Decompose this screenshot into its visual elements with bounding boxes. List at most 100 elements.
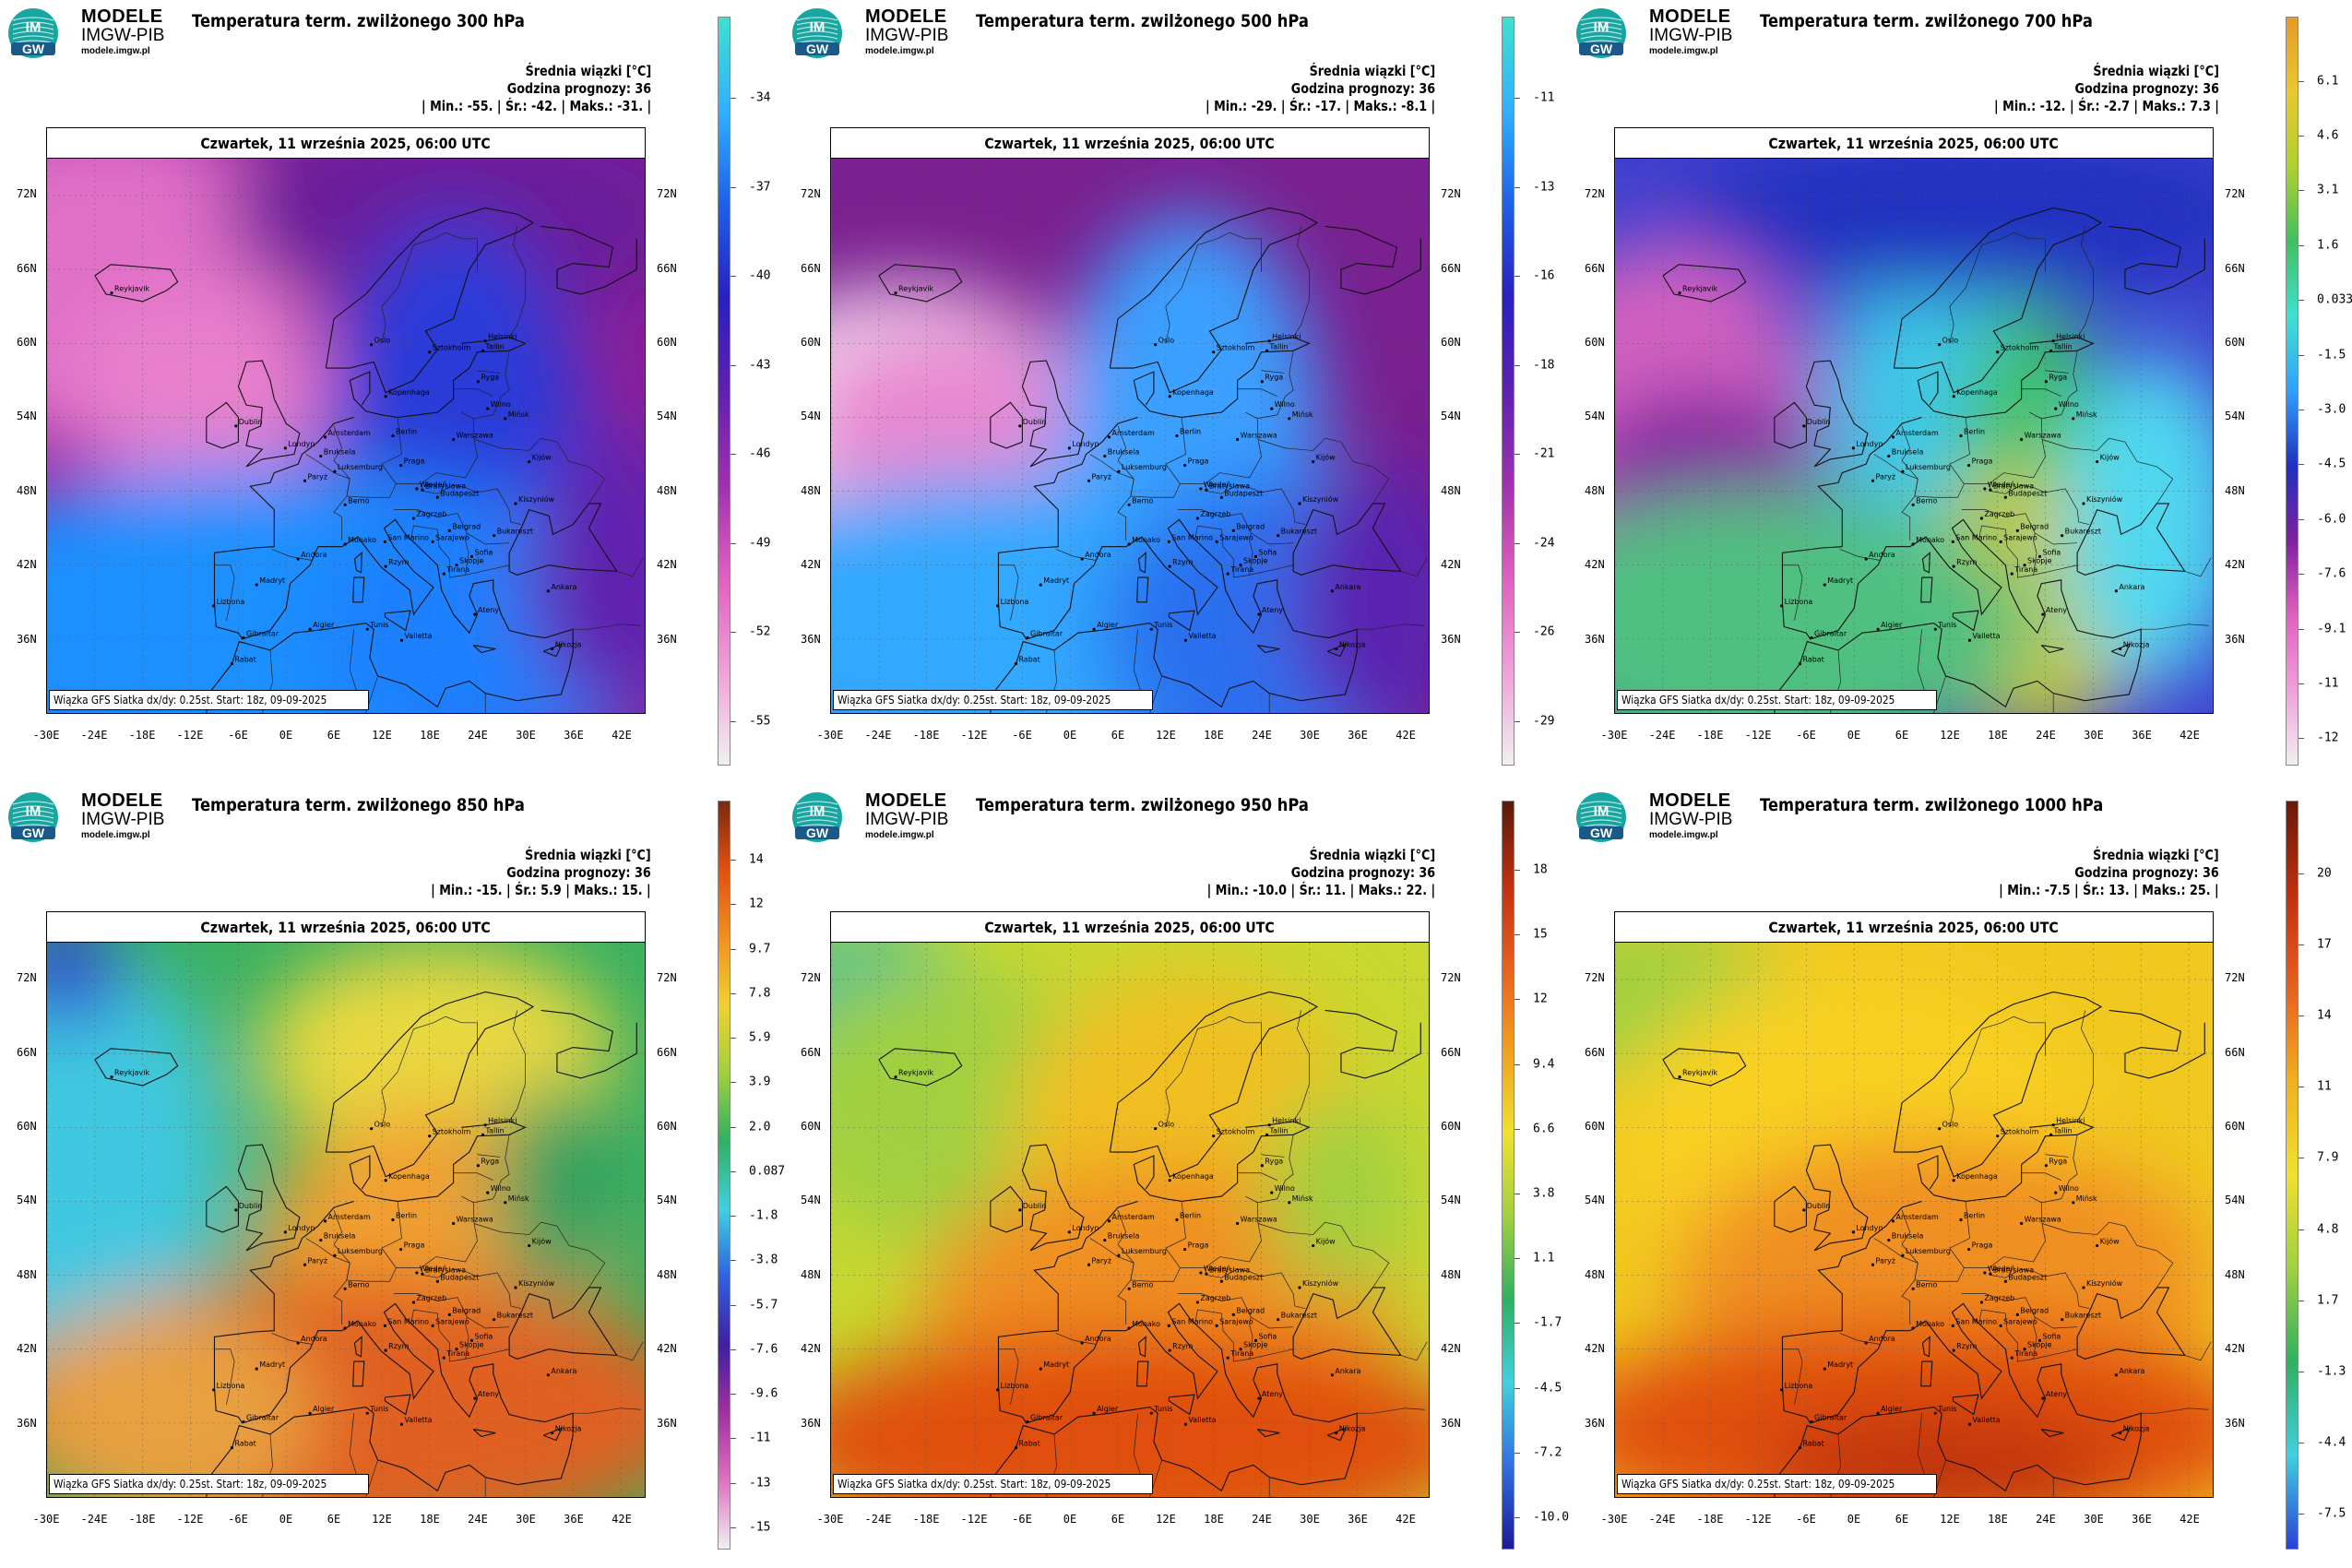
- city-label: Sofia: [474, 1332, 493, 1340]
- city-label: Reykjavik: [898, 285, 933, 293]
- lon-label: -18E: [1696, 729, 1724, 742]
- brand-block: MODELE IMGW-PIB modele.imgw.pl: [81, 7, 164, 56]
- city-label: Ankara: [1335, 583, 1360, 591]
- city-label: Praga: [404, 1241, 425, 1250]
- lat-label-left: 60N: [17, 336, 37, 349]
- city-label: Skopje: [1243, 557, 1268, 565]
- coastline: [1324, 225, 1421, 295]
- city-marker: [319, 1238, 323, 1242]
- city-marker: [303, 479, 307, 482]
- city-label: Mińsk: [1292, 1194, 1313, 1203]
- city-label: Zagrzeb: [416, 510, 446, 518]
- lon-label: 42E: [1396, 1513, 1416, 1526]
- city-label: Paryż: [1876, 472, 1896, 481]
- colorbar-tick: [731, 1170, 736, 1172]
- city-marker: [230, 1445, 234, 1450]
- coastline: [1662, 1048, 1747, 1087]
- lat-label-left: 36N: [17, 1416, 37, 1430]
- lon-label: 42E: [612, 729, 632, 742]
- city-label: Sofia: [2042, 1332, 2061, 1340]
- coastline: [1168, 610, 1195, 632]
- city-marker: [230, 661, 234, 666]
- country-border: [508, 1010, 526, 1122]
- city-label: Gibraltar: [1814, 1414, 1847, 1422]
- lat-label-right: 48N: [1441, 1267, 1461, 1281]
- city-label: Valletta: [404, 632, 432, 640]
- city-marker: [1267, 1123, 1271, 1127]
- colorbar-label: 20: [2317, 866, 2332, 881]
- country-border: [2045, 370, 2069, 374]
- city-marker: [1911, 542, 1915, 546]
- city-label: Algier: [1881, 621, 1903, 629]
- city-marker: [421, 1272, 424, 1276]
- lon-label: 36E: [564, 1513, 584, 1526]
- weather-map: Oslo Helsinki Sztokholm Tallin Kopenhaga Ryga…: [830, 158, 1430, 714]
- colorbar-tick: [731, 276, 736, 278]
- city-marker: [1979, 517, 1984, 520]
- city-marker: [370, 1127, 374, 1131]
- lon-label: 24E: [2036, 729, 2056, 742]
- coastline: [1137, 1336, 1146, 1358]
- colorbar-label: -24: [1533, 536, 1555, 551]
- colorbar-label: 9.4: [1533, 1057, 1555, 1072]
- country-border: [2041, 437, 2174, 505]
- city-marker: [2054, 1191, 2058, 1194]
- colorbar: [2286, 17, 2299, 766]
- city-marker: [1330, 589, 1334, 593]
- city-label: Tunis: [1937, 1405, 1956, 1413]
- city-marker: [384, 1348, 387, 1352]
- lat-label-left: 42N: [801, 558, 821, 572]
- city-label: Bukareszt: [1281, 1312, 1317, 1320]
- city-label: Tallin: [485, 1126, 505, 1134]
- city-label: Skopje: [459, 557, 484, 565]
- brand-block: MODELE IMGW-PIB modele.imgw.pl: [865, 7, 948, 56]
- colorbar-tick: [2299, 1229, 2304, 1230]
- city-label: Ateny: [2046, 606, 2067, 614]
- lat-label-right: 66N: [2225, 261, 2245, 275]
- city-label: Wilno: [2059, 1184, 2079, 1193]
- country-border: [2076, 1010, 2094, 1122]
- model-footer: Wiązka GFS Siatka dx/dy: 0.25st. Start: …: [833, 1474, 1153, 1494]
- city-label: Rabat: [1802, 656, 1823, 664]
- city-marker: [1265, 349, 1269, 352]
- colorbar-label: -49: [749, 536, 771, 551]
- city-label: Paryż: [1092, 1256, 1112, 1265]
- country-border: [1261, 1154, 1285, 1158]
- city-label: Tallin: [1269, 1126, 1289, 1134]
- colorbar-label: -4.5: [2317, 457, 2346, 471]
- city-label: Lizbona: [1001, 598, 1029, 606]
- lat-label-right: 60N: [657, 1120, 677, 1133]
- country-border: [1261, 370, 1285, 374]
- city-marker: [1205, 488, 1208, 492]
- city-marker: [1183, 638, 1188, 642]
- city-marker: [1018, 1208, 1022, 1212]
- city-marker: [1989, 488, 1992, 492]
- brand-url: modele.imgw.pl: [865, 830, 934, 840]
- coastline: [1662, 264, 1747, 303]
- colorbar-label: -7.2: [1533, 1445, 1562, 1460]
- city-marker: [399, 463, 403, 468]
- city-marker: [493, 534, 496, 538]
- city-label: Oslo: [1942, 1121, 1959, 1129]
- country-border: [616, 1341, 644, 1361]
- colorbar-label: 7.8: [749, 986, 771, 1001]
- city-label: Warszawa: [457, 432, 493, 440]
- city-label: Rabat: [234, 656, 255, 664]
- city-label: Wilno: [1275, 400, 1295, 409]
- colorbar-tick: [2299, 354, 2304, 356]
- city-label: Sarajewo: [2003, 1317, 2037, 1325]
- colorbar: [1502, 17, 1515, 766]
- city-marker: [2119, 1431, 2122, 1435]
- colorbar-tick: [1515, 1063, 1520, 1065]
- coastline: [1324, 1009, 1421, 1079]
- country-border: [1257, 1221, 1390, 1289]
- country-border: [1165, 232, 1230, 344]
- lon-label: -24E: [1648, 729, 1676, 742]
- panel-title: Temperatura term. zwilżonego 500 hPa: [976, 11, 1309, 31]
- stats-title: Średnia wiązki [°C]: [525, 63, 651, 79]
- city-label: Londyn: [288, 1224, 315, 1232]
- colorbar-tick: [2299, 518, 2304, 520]
- colorbar-label: -4.4: [2317, 1435, 2346, 1450]
- lat-label-left: 60N: [1585, 336, 1605, 349]
- city-label: Wilno: [1275, 1184, 1295, 1193]
